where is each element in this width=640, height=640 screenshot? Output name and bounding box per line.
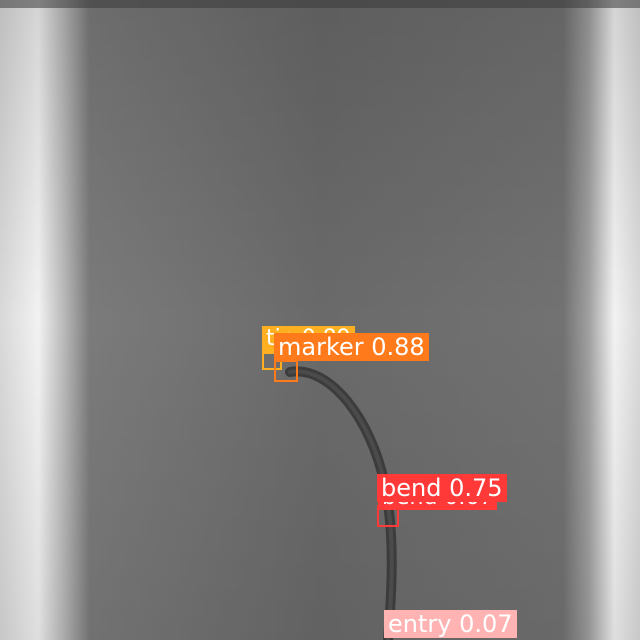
bend-detection-box	[377, 505, 399, 527]
bend-detection-label: bend 0.75	[377, 474, 507, 502]
marker-detection-box	[274, 360, 298, 382]
entry-detection-label: entry 0.07	[384, 610, 517, 638]
marker-detection-label: marker 0.88	[274, 333, 429, 361]
